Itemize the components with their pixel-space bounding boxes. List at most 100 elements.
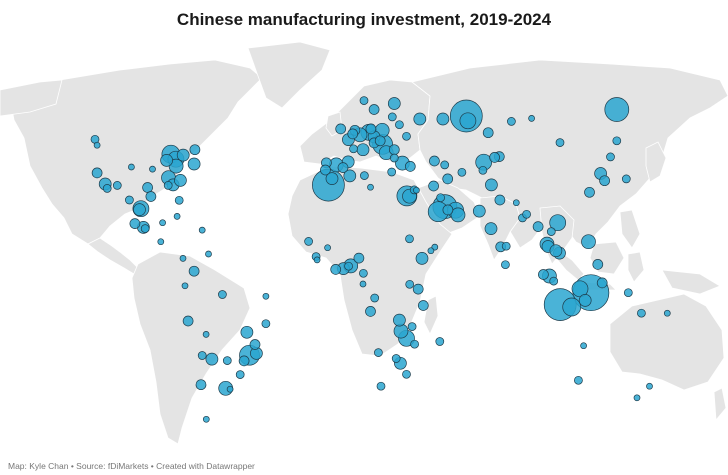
investment-bubble[interactable] xyxy=(140,224,150,233)
investment-bubble[interactable] xyxy=(376,381,386,391)
investment-bubble[interactable] xyxy=(637,308,646,318)
investment-bubble[interactable] xyxy=(501,241,511,251)
investment-bubble[interactable] xyxy=(407,322,417,331)
investment-bubble[interactable] xyxy=(145,191,157,202)
investment-bubble[interactable] xyxy=(562,297,582,317)
investment-bubble[interactable] xyxy=(337,162,349,173)
investment-bubble[interactable] xyxy=(429,155,440,167)
investment-bubble[interactable] xyxy=(604,97,630,122)
investment-bubble[interactable] xyxy=(320,164,331,176)
investment-bubble[interactable] xyxy=(324,244,331,252)
investment-bubble[interactable] xyxy=(546,227,556,236)
investment-bubble[interactable] xyxy=(93,141,101,149)
investment-bubble[interactable] xyxy=(218,290,227,299)
investment-bubble[interactable] xyxy=(459,112,477,130)
investment-bubble[interactable] xyxy=(549,276,559,286)
investment-bubble[interactable] xyxy=(128,163,135,171)
investment-bubble[interactable] xyxy=(623,288,633,298)
investment-bubble[interactable] xyxy=(176,148,190,162)
investment-bubble[interactable] xyxy=(238,355,250,367)
investment-bubble[interactable] xyxy=(163,181,173,190)
investment-bubble[interactable] xyxy=(187,157,201,171)
investment-bubble[interactable] xyxy=(222,356,232,365)
investment-bubble[interactable] xyxy=(182,315,194,327)
investment-bubble[interactable] xyxy=(149,165,156,173)
investment-bubble[interactable] xyxy=(365,123,377,135)
investment-bubble[interactable] xyxy=(428,180,439,192)
investment-bubble[interactable] xyxy=(417,300,429,311)
investment-bubble[interactable] xyxy=(581,234,596,250)
investment-bubble[interactable] xyxy=(197,351,207,360)
investment-bubble[interactable] xyxy=(391,354,401,363)
investment-bubble[interactable] xyxy=(436,193,445,203)
investment-bubble[interactable] xyxy=(555,138,565,147)
investment-bubble[interactable] xyxy=(353,252,365,264)
investment-bubble[interactable] xyxy=(389,153,399,163)
investment-bubble[interactable] xyxy=(365,306,376,317)
investment-bubble[interactable] xyxy=(173,213,181,220)
investment-bubble[interactable] xyxy=(663,309,671,317)
investment-bubble[interactable] xyxy=(388,144,400,156)
investment-bubble[interactable] xyxy=(413,112,427,126)
investment-bubble[interactable] xyxy=(485,178,498,192)
investment-bubble[interactable] xyxy=(472,204,486,218)
investment-bubble[interactable] xyxy=(344,261,353,271)
investment-bubble[interactable] xyxy=(370,293,380,303)
investment-bubble[interactable] xyxy=(436,112,450,126)
investment-bubble[interactable] xyxy=(435,337,445,346)
investment-bubble[interactable] xyxy=(457,167,467,177)
investment-bubble[interactable] xyxy=(512,199,520,207)
investment-bubble[interactable] xyxy=(157,238,165,246)
investment-bubble[interactable] xyxy=(205,352,219,366)
investment-bubble[interactable] xyxy=(596,277,608,289)
investment-bubble[interactable] xyxy=(262,292,270,300)
investment-bubble[interactable] xyxy=(501,260,510,270)
investment-bubble[interactable] xyxy=(226,385,234,393)
investment-bubble[interactable] xyxy=(549,244,563,258)
investment-bubble[interactable] xyxy=(549,214,567,232)
investment-bubble[interactable] xyxy=(235,370,245,379)
investment-bubble[interactable] xyxy=(368,104,380,115)
investment-bubble[interactable] xyxy=(125,195,134,205)
investment-bubble[interactable] xyxy=(142,182,153,193)
investment-bubble[interactable] xyxy=(359,280,367,288)
investment-bubble[interactable] xyxy=(202,331,210,338)
investment-bubble[interactable] xyxy=(413,186,420,194)
investment-bubble[interactable] xyxy=(179,255,187,262)
investment-bubble[interactable] xyxy=(188,265,200,277)
investment-bubble[interactable] xyxy=(484,222,498,235)
investment-bubble[interactable] xyxy=(574,375,583,385)
investment-bubble[interactable] xyxy=(359,268,368,278)
investment-bubble[interactable] xyxy=(633,394,641,402)
investment-bubble[interactable] xyxy=(313,256,321,264)
investment-bubble[interactable] xyxy=(442,173,454,185)
investment-bubble[interactable] xyxy=(325,172,339,185)
investment-bubble[interactable] xyxy=(205,250,212,258)
investment-bubble[interactable] xyxy=(395,120,404,130)
investment-bubble[interactable] xyxy=(402,131,411,141)
investment-bubble[interactable] xyxy=(415,252,429,265)
investment-bubble[interactable] xyxy=(102,184,112,193)
investment-bubble[interactable] xyxy=(393,313,406,327)
investment-bubble[interactable] xyxy=(578,294,592,307)
investment-bubble[interactable] xyxy=(599,175,610,187)
investment-bubble[interactable] xyxy=(374,135,386,147)
investment-bubble[interactable] xyxy=(580,342,587,350)
investment-bubble[interactable] xyxy=(160,154,173,167)
investment-bubble[interactable] xyxy=(189,144,201,156)
investment-bubble[interactable] xyxy=(387,97,401,110)
investment-bubble[interactable] xyxy=(240,325,254,339)
investment-bubble[interactable] xyxy=(592,259,604,270)
investment-bubble[interactable] xyxy=(360,171,369,180)
investment-bubble[interactable] xyxy=(478,165,488,175)
investment-bubble[interactable] xyxy=(538,269,549,280)
investment-bubble[interactable] xyxy=(442,204,454,216)
investment-bubble[interactable] xyxy=(404,161,416,172)
investment-bubble[interactable] xyxy=(133,203,146,216)
investment-bubble[interactable] xyxy=(330,264,342,275)
investment-bubble[interactable] xyxy=(522,209,531,219)
investment-bubble[interactable] xyxy=(482,127,494,139)
investment-bubble[interactable] xyxy=(181,282,189,290)
investment-bubble[interactable] xyxy=(249,339,261,350)
investment-bubble[interactable] xyxy=(174,195,184,205)
